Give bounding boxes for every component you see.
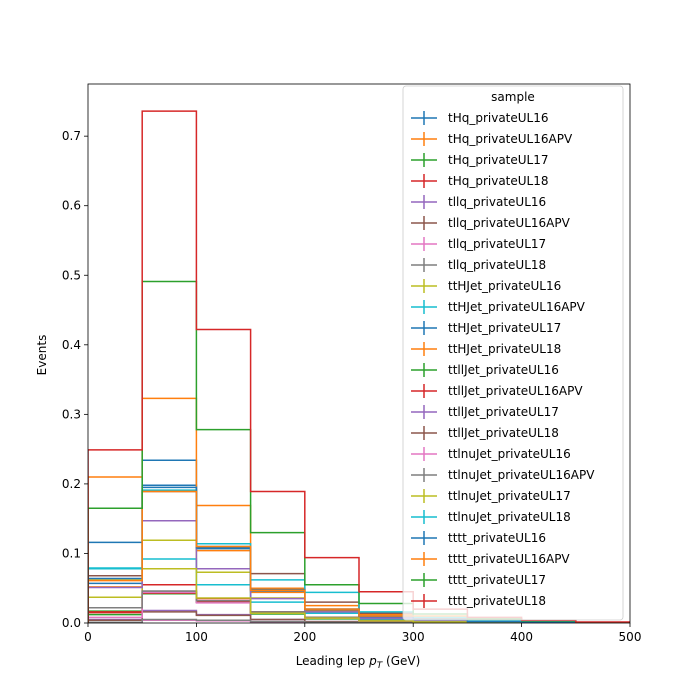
axes-frame <box>87 83 631 624</box>
legend-entry-label: ttlnuJet_privateUL17 <box>448 489 571 503</box>
legend-entry-label: tHq_privateUL18 <box>448 174 549 188</box>
y-tick-label: 0.0 <box>62 616 81 630</box>
legend-entry-label: ttlnuJet_privateUL16 <box>448 447 571 461</box>
x-tick-label: 0 <box>84 630 92 644</box>
legend-entry-label: ttllJet_privateUL16 <box>448 363 559 377</box>
legend-entry-label: ttlnuJet_privateUL18 <box>448 510 571 524</box>
y-tick-label: 0.7 <box>62 129 81 143</box>
y-tick-label: 0.2 <box>62 477 81 491</box>
legend-entry-label: tttt_privateUL16 <box>448 531 546 545</box>
x-tick-label: 500 <box>619 630 642 644</box>
legend-entry-label: tttt_privateUL16APV <box>448 552 570 566</box>
y-axis-label: Events <box>35 335 49 376</box>
x-axis-label: Leading lep pT (GeV) <box>296 654 421 671</box>
legend-entry-label: tllq_privateUL18 <box>448 258 546 272</box>
y-tick-label: 0.1 <box>62 546 81 560</box>
legend-entry-label: ttHJet_privateUL16APV <box>448 300 586 314</box>
legend-entry-label: tllq_privateUL16APV <box>448 216 571 230</box>
legend-entry-label: tttt_privateUL17 <box>448 573 546 587</box>
legend-entry-label: ttHJet_privateUL17 <box>448 321 561 335</box>
legend-entry-label: tHq_privateUL16 <box>448 111 549 125</box>
y-tick-label: 0.5 <box>62 268 81 282</box>
y-tick-label: 0.4 <box>62 338 81 352</box>
legend-entry-label: tHq_privateUL17 <box>448 153 549 167</box>
legend-title: sample <box>491 90 535 104</box>
legend-entry-label: ttHJet_privateUL18 <box>448 342 561 356</box>
legend-entry-label: tllq_privateUL17 <box>448 237 546 251</box>
x-tick-label: 300 <box>402 630 425 644</box>
x-tick-label: 200 <box>293 630 316 644</box>
x-tick-label: 400 <box>510 630 533 644</box>
legend: sample tHq_privateUL16 tHq_privateUL16APVt… <box>402 85 624 621</box>
axes: 0 100 200 300 400 500 0.0 0.1 0.2 0.3 0.4 0.5 0.6 0.7 <box>62 83 642 644</box>
legend-entry-label: tttt_privateUL18 <box>448 594 546 608</box>
legend-entry-label: ttllJet_privateUL18 <box>448 426 559 440</box>
y-tick-label: 0.6 <box>62 199 81 213</box>
legend-entry-label: ttllJet_privateUL16APV <box>448 384 583 398</box>
x-tick-label: 100 <box>185 630 208 644</box>
legend-box <box>402 85 624 621</box>
legend-entry-label: ttlnuJet_privateUL16APV <box>448 468 595 482</box>
y-tick-label: 0.3 <box>62 407 81 421</box>
legend-entry-label: tHq_privateUL16APV <box>448 132 573 146</box>
legend-entry-label: tllq_privateUL16 <box>448 195 546 209</box>
legend-entry-label: ttllJet_privateUL17 <box>448 405 559 419</box>
legend-entry-label: ttHJet_privateUL16 <box>448 279 561 293</box>
